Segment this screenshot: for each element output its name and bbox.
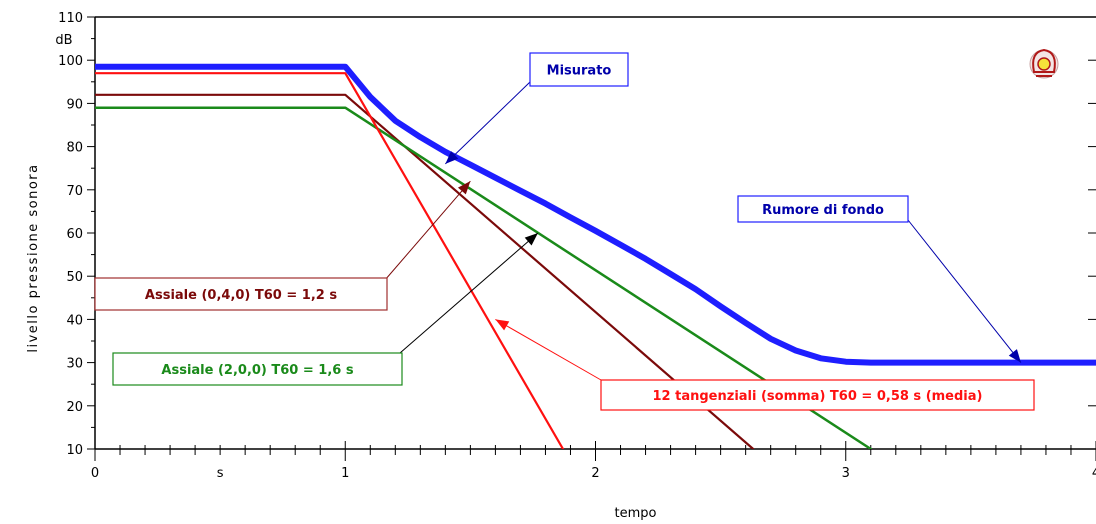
annotation-arrowhead-2 bbox=[457, 181, 471, 195]
y-tick-label: 60 bbox=[66, 227, 83, 242]
y-tick-label: 100 bbox=[58, 54, 83, 69]
annotation-leader-1 bbox=[907, 219, 1022, 363]
y-tick-label: 30 bbox=[66, 357, 83, 372]
y-tick-label: 80 bbox=[66, 141, 83, 156]
annotation-leader-0 bbox=[445, 81, 531, 165]
annotation-box-4 bbox=[600, 379, 1035, 411]
x-unit-label: s bbox=[217, 466, 224, 481]
series-line-2 bbox=[95, 106, 873, 449]
x-tick-label: 0 bbox=[91, 466, 99, 481]
annotation-arrowhead-1 bbox=[1008, 349, 1021, 363]
series-line-3 bbox=[95, 72, 565, 449]
annotation-text-4: 12 tangenziali (somma) T60 = 0,58 s (med… bbox=[653, 389, 983, 404]
annotation-text-3: Assiale (2,0,0) T60 = 1,6 s bbox=[161, 363, 353, 378]
axes: 10 20 30 40 50 60 70 80 90 100 110 0 1 2 3 4 s dB tempo liv… bbox=[26, 11, 1096, 521]
annotation-text-2: Assiale (0,4,0) T60 = 1,2 s bbox=[145, 288, 337, 303]
annotation-leader-4 bbox=[495, 318, 602, 381]
y-tick-label: 90 bbox=[66, 97, 83, 112]
y-unit-label: dB bbox=[55, 33, 72, 48]
annotation-box-3 bbox=[112, 352, 403, 386]
annotation-arrowhead-4 bbox=[495, 319, 510, 331]
y-tick-label: 110 bbox=[58, 11, 83, 26]
y-axis-title: livello pressione sonora bbox=[26, 163, 41, 352]
y-tick-label: 70 bbox=[66, 184, 83, 199]
annotation-arrowhead-0 bbox=[445, 151, 459, 164]
annotation-arrowhead-3 bbox=[524, 233, 538, 246]
annotation-box-0 bbox=[529, 52, 629, 87]
annotation-box-2 bbox=[94, 277, 388, 311]
annotation-text-1: Rumore di fondo bbox=[762, 203, 884, 218]
y-tick-label: 20 bbox=[66, 400, 83, 415]
y-tick-label: 10 bbox=[66, 443, 83, 458]
logo-icon bbox=[1029, 48, 1059, 79]
y-tick-label: 50 bbox=[66, 270, 83, 285]
series-line-1 bbox=[95, 93, 755, 449]
x-tick-label: 1 bbox=[341, 466, 349, 481]
annotation-text-0: Misurato bbox=[547, 64, 612, 79]
series-layer bbox=[95, 63, 1096, 449]
y-tick-label: 40 bbox=[66, 313, 83, 328]
x-tick-label: 3 bbox=[842, 466, 850, 481]
annotation-leader-2 bbox=[384, 180, 471, 281]
x-tick-label: 4 bbox=[1092, 466, 1096, 481]
x-axis-title: tempo bbox=[615, 506, 657, 521]
annotation-box-1 bbox=[737, 195, 909, 223]
x-tick-label: 2 bbox=[591, 466, 599, 481]
series-line-0 bbox=[95, 63, 1096, 366]
annotation-leader-3 bbox=[399, 232, 539, 354]
annotation-layer: Misurato Rumore di fondo Assiale (0,4,0) T… bbox=[94, 52, 1035, 411]
